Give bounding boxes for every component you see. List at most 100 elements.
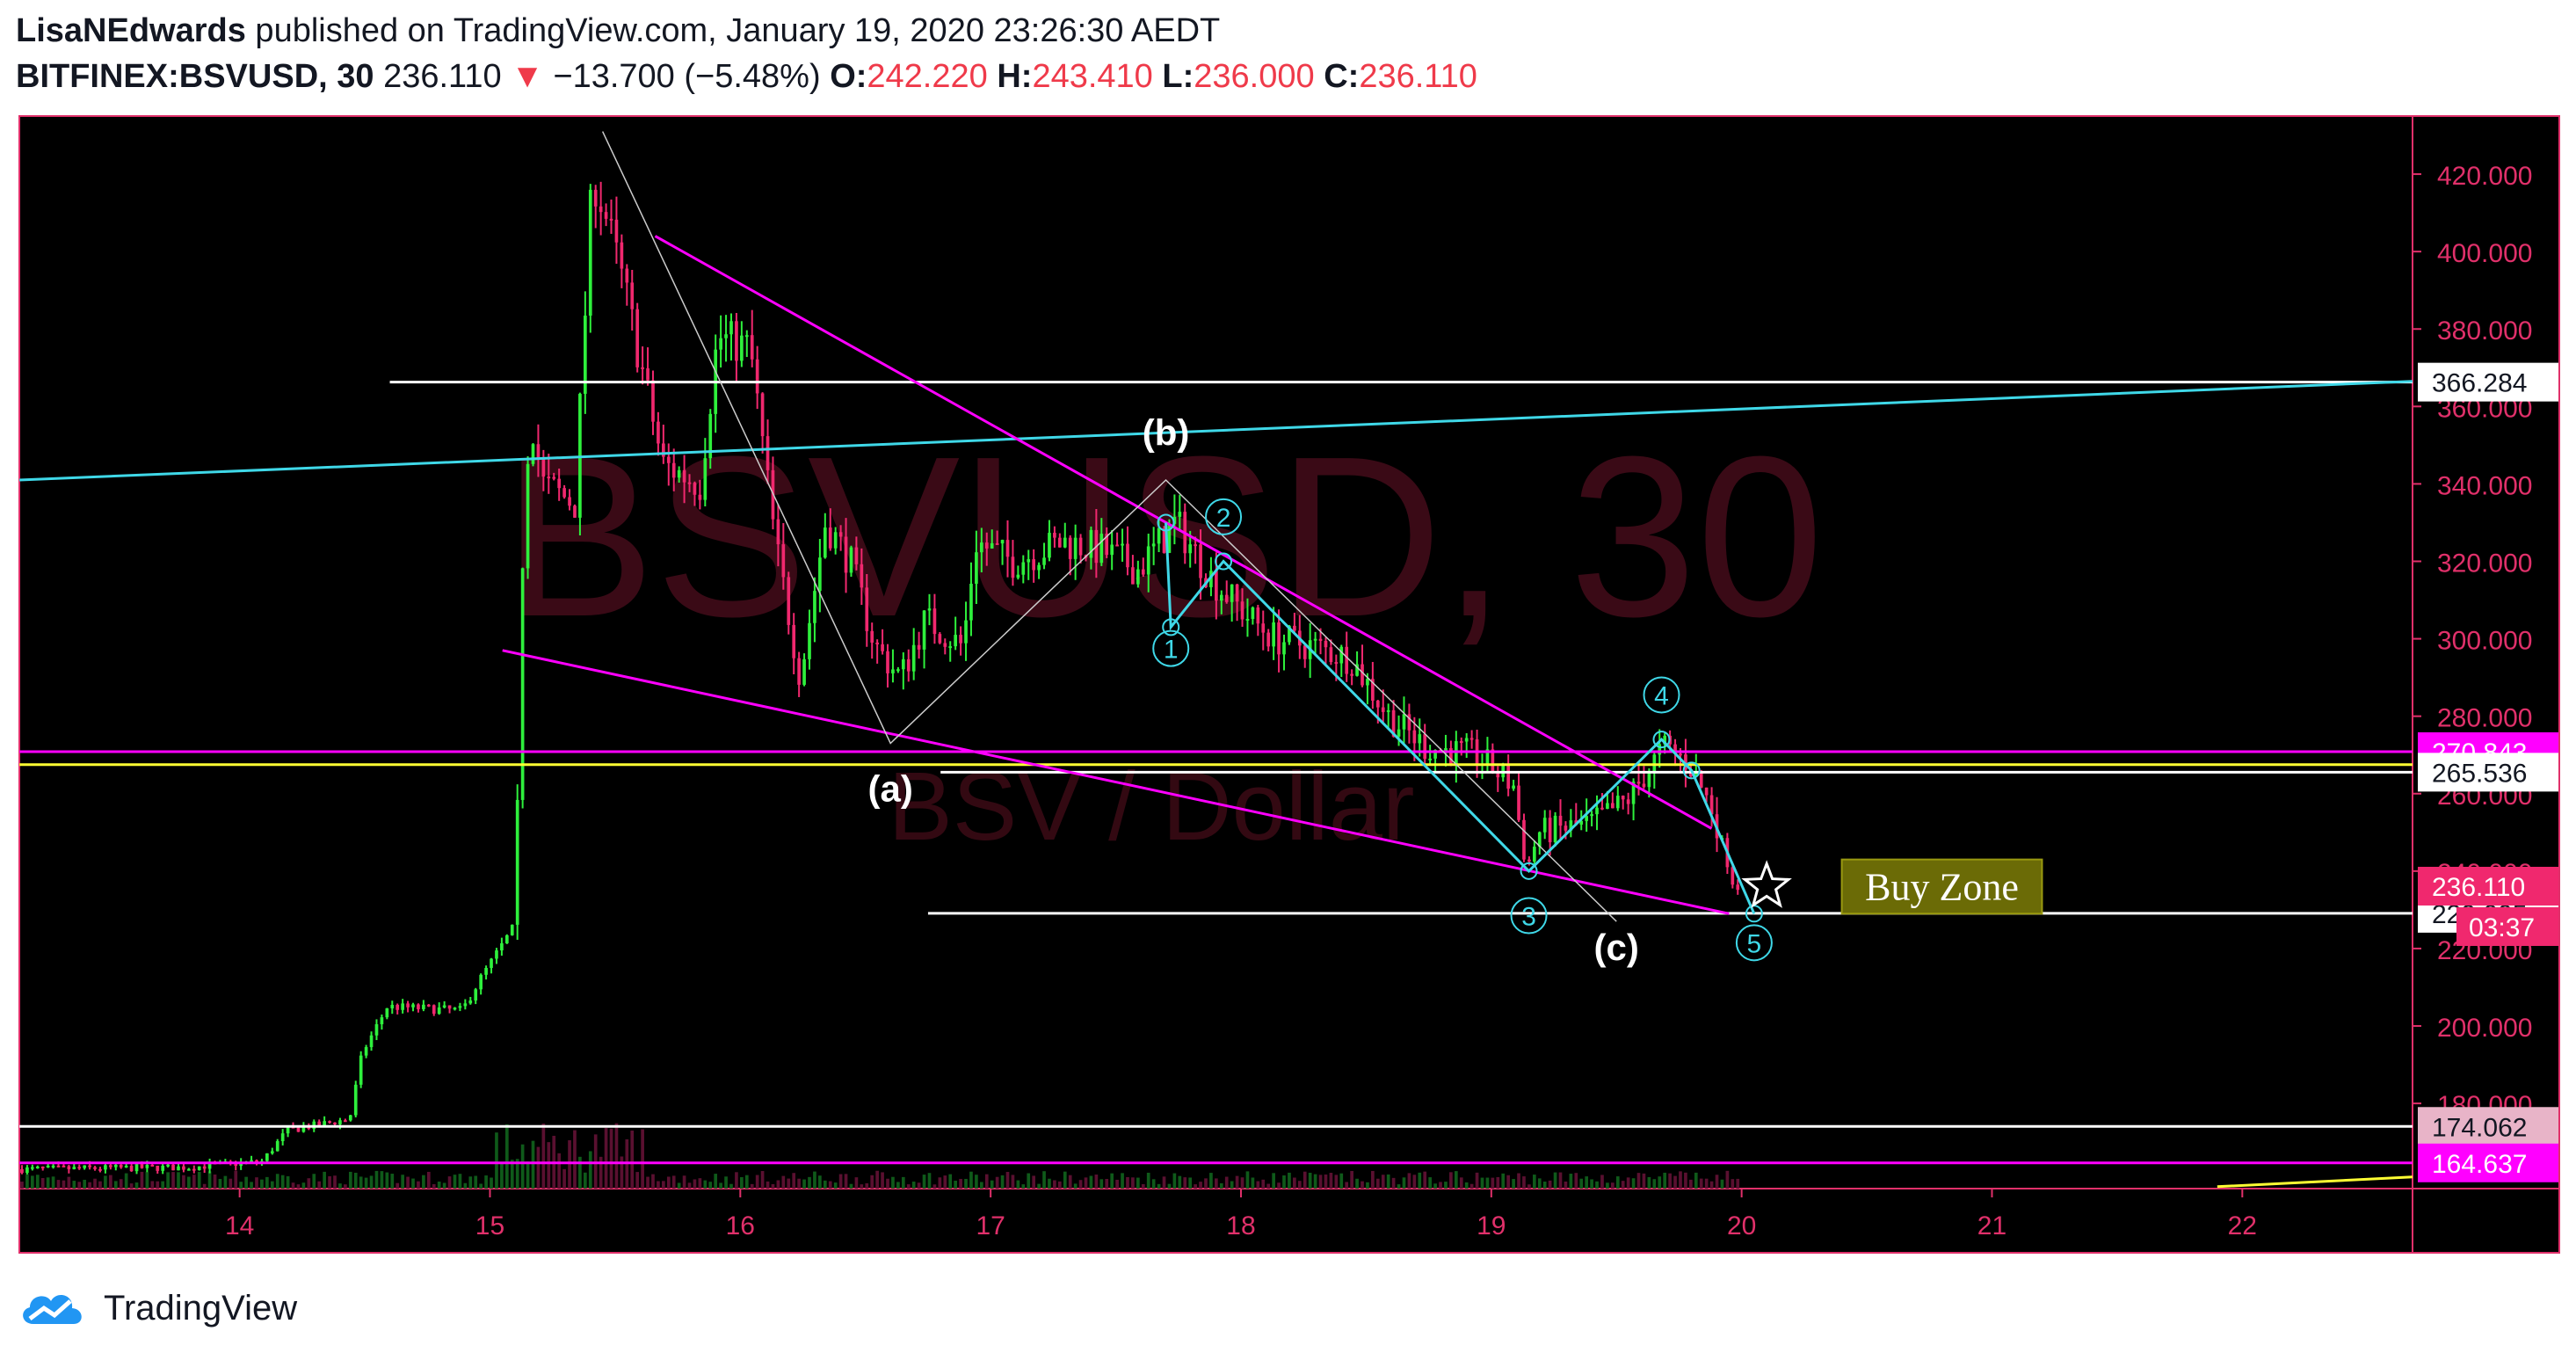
volume-bar xyxy=(1235,1175,1239,1189)
volume-bar xyxy=(1350,1170,1353,1189)
candle-body xyxy=(1558,815,1563,826)
volume-bar xyxy=(417,1181,420,1189)
star-marker-icon xyxy=(1741,860,1792,908)
wave-number-1: 1 xyxy=(1164,636,1179,665)
candle-body xyxy=(1037,564,1041,571)
time-tick-label: 17 xyxy=(976,1211,1005,1240)
candle-body xyxy=(422,1004,425,1009)
volume-bar xyxy=(860,1184,864,1189)
volume-bar xyxy=(1371,1170,1375,1189)
volume-bar xyxy=(990,1180,994,1189)
candle-body xyxy=(1016,574,1020,578)
volume-bar xyxy=(948,1174,953,1189)
candle-body xyxy=(1418,734,1422,744)
volume-bar xyxy=(1209,1173,1213,1189)
candle-body xyxy=(1491,749,1495,774)
candle-body xyxy=(541,459,546,477)
candle-body xyxy=(1089,529,1093,558)
candle-body xyxy=(891,669,895,673)
volume-bar xyxy=(1615,1176,1620,1189)
volume-bar xyxy=(1272,1173,1275,1189)
volume-bar xyxy=(1397,1184,1401,1189)
candle-body xyxy=(1240,601,1244,620)
volume-bar xyxy=(1585,1176,1589,1189)
candle-body xyxy=(150,1164,155,1167)
volume-bar xyxy=(1464,1182,1469,1189)
candle-body xyxy=(1110,544,1114,556)
volume-bar xyxy=(270,1181,274,1189)
candle-body xyxy=(1537,832,1542,847)
volume-bar xyxy=(474,1175,478,1189)
volume-bar xyxy=(760,1171,765,1189)
trend-line xyxy=(654,235,1713,830)
volume-bar xyxy=(693,1179,697,1189)
candle-body xyxy=(1172,516,1177,524)
volume-bar xyxy=(1172,1173,1177,1189)
candle-body xyxy=(437,1007,441,1015)
volume-bar xyxy=(1647,1176,1651,1189)
time-tick-label: 22 xyxy=(2228,1211,2257,1240)
candle-body xyxy=(406,1003,410,1007)
volume-bar xyxy=(1375,1178,1380,1189)
candle-body xyxy=(562,488,566,498)
candle-body xyxy=(964,620,968,644)
volume-bar xyxy=(500,1163,504,1189)
candle-body xyxy=(881,644,884,651)
volume-bar xyxy=(113,1181,118,1189)
candle-body xyxy=(1136,569,1140,585)
volume-bar xyxy=(291,1182,295,1189)
candle-body xyxy=(124,1166,128,1168)
volume-bar xyxy=(515,1159,519,1189)
volume-bar xyxy=(344,1184,347,1189)
impulse-wave-line xyxy=(1165,522,1756,914)
volume-bar xyxy=(666,1176,671,1189)
volume-bar xyxy=(353,1172,358,1189)
volume-bar xyxy=(1412,1175,1417,1189)
volume-bar xyxy=(735,1172,738,1189)
candle-body xyxy=(495,950,498,959)
candle-body xyxy=(1355,664,1359,676)
footer-brand[interactable]: TradingView xyxy=(16,1282,297,1335)
candle-body xyxy=(161,1166,165,1171)
time-tick-label: 19 xyxy=(1477,1211,1506,1240)
candle-body xyxy=(584,316,587,394)
candle-body xyxy=(344,1120,347,1123)
candle-body xyxy=(202,1166,207,1169)
volume-bar xyxy=(1606,1182,1609,1189)
volume-bar xyxy=(495,1132,498,1189)
volume-bar xyxy=(838,1174,843,1189)
candle-body xyxy=(453,1007,457,1010)
candle-body xyxy=(1078,537,1083,556)
candle-body xyxy=(1230,584,1234,602)
volume-bar xyxy=(776,1180,780,1189)
volume-bar xyxy=(703,1180,707,1189)
volume-bar xyxy=(932,1184,937,1189)
volume-bar xyxy=(479,1183,483,1189)
candle-body xyxy=(1590,814,1593,817)
volume-bar xyxy=(1626,1177,1630,1189)
candle-body xyxy=(197,1166,201,1171)
volume-bar xyxy=(771,1183,775,1189)
volume-bar xyxy=(1506,1175,1511,1189)
volume-bar xyxy=(1652,1179,1657,1189)
candle-body xyxy=(1126,543,1129,568)
volume-bar xyxy=(641,1129,644,1189)
author-name[interactable]: LisaNEdwards xyxy=(16,12,246,49)
volume-bar xyxy=(1063,1171,1067,1189)
candle-body xyxy=(156,1165,160,1171)
volume-bar xyxy=(104,1175,107,1189)
volume-bar xyxy=(1183,1177,1187,1189)
candle-body xyxy=(724,334,728,338)
candle-body xyxy=(401,1003,404,1010)
wave-label-a: (a) xyxy=(868,768,913,810)
volume-bar xyxy=(1303,1171,1307,1189)
volume-bar xyxy=(1230,1181,1234,1189)
volume-bar xyxy=(1105,1178,1109,1189)
volume-bar xyxy=(1423,1171,1427,1189)
volume-bar xyxy=(1329,1173,1333,1189)
volume-bar xyxy=(844,1174,848,1189)
candle-body xyxy=(296,1127,301,1132)
volume-bar xyxy=(922,1175,926,1189)
volume-bar xyxy=(62,1180,66,1189)
